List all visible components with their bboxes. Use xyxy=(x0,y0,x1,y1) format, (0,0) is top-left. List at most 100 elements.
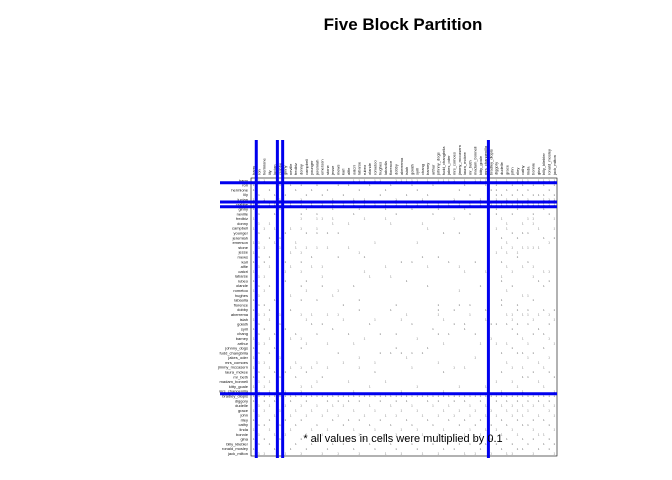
cell-value: 1 xyxy=(543,193,545,197)
cell-value: 1 xyxy=(332,327,334,331)
cell-value: 1 xyxy=(474,408,476,412)
cell-value: 1 xyxy=(480,198,482,202)
cell-value: 1 xyxy=(459,265,461,269)
column-label: olande xyxy=(367,162,372,175)
cell-value: 1 xyxy=(279,437,281,441)
cell-value: 1 xyxy=(548,356,550,360)
cell-value: 1 xyxy=(316,226,318,230)
cell-value: 1 xyxy=(554,404,556,408)
cell-value: 1 xyxy=(390,274,392,278)
cell-value: 1 xyxy=(300,452,302,456)
cell-value: 1 xyxy=(506,341,508,345)
cell-value: 1 xyxy=(511,231,513,235)
cell-value: 1 xyxy=(284,418,286,422)
cell-value: 1 xyxy=(511,346,513,350)
cell-value: 1 xyxy=(342,394,344,398)
cell-value: 1 xyxy=(253,298,255,302)
cell-value: 1 xyxy=(348,332,350,336)
cell-value: 1 xyxy=(306,432,308,436)
column-label: ginny xyxy=(283,165,288,175)
cell-value: 1 xyxy=(379,332,381,336)
cell-value: 1 xyxy=(469,404,471,408)
column-label: grace xyxy=(504,164,509,175)
cell-value: 1 xyxy=(437,202,439,206)
cell-value: 1 xyxy=(480,394,482,398)
row-label: chang xyxy=(237,331,248,336)
column-label: aberrema xyxy=(399,157,404,175)
cell-value: 1 xyxy=(532,394,534,398)
cell-value: 1 xyxy=(532,217,534,221)
cell-value: 1 xyxy=(258,274,260,278)
cell-value: 1 xyxy=(506,222,508,226)
cell-value: 1 xyxy=(279,322,281,326)
cell-value: 1 xyxy=(480,418,482,422)
cell-value: 1 xyxy=(337,289,339,293)
cell-value: 1 xyxy=(453,413,455,417)
cell-value: 1 xyxy=(506,178,508,182)
cell-value: 1 xyxy=(527,308,529,312)
cell-value: 1 xyxy=(284,269,286,273)
cell-value: 1 xyxy=(443,231,445,235)
cell-value: 1 xyxy=(511,442,513,446)
column-label: bradley_dlopis xyxy=(488,149,493,175)
cell-value: 1 xyxy=(522,365,524,369)
row-label: laura_mckee xyxy=(225,370,249,375)
cell-value: 1 xyxy=(459,289,461,293)
cell-value: 1 xyxy=(532,183,534,187)
cell-value: 1 xyxy=(327,246,329,250)
cell-value: 1 xyxy=(295,361,297,365)
cell-value: 1 xyxy=(306,413,308,417)
cell-value: 1 xyxy=(295,332,297,336)
row-label: labarse xyxy=(235,274,249,279)
row-label: bonnie xyxy=(236,432,249,437)
row-label: dobby xyxy=(237,307,248,312)
cell-value: 1 xyxy=(522,178,524,182)
cell-value: 1 xyxy=(390,308,392,312)
cell-value: 1 xyxy=(327,188,329,192)
cell-value: 1 xyxy=(353,408,355,412)
cell-value: 1 xyxy=(358,356,360,360)
cell-value: 1 xyxy=(485,428,487,432)
column-label: alfie xyxy=(346,167,351,175)
cell-value: 1 xyxy=(342,193,344,197)
cell-value: 1 xyxy=(453,308,455,312)
cell-value: 1 xyxy=(532,332,534,336)
cell-value: 1 xyxy=(437,308,439,312)
column-label: younger xyxy=(309,160,314,175)
cell-value: 1 xyxy=(401,178,403,182)
cell-value: 1 xyxy=(258,241,260,245)
row-label: oatcri xyxy=(238,269,248,274)
cell-value: 1 xyxy=(453,322,455,326)
matrix-cells: 1 1 1 1 1 1 1 1 1 1 1 1 1 1 1 1 1 1 1 1 1 1 1 1 1 1 1 1 1 11 1 1 1 1 1 1 1 1 1… xyxy=(253,178,556,455)
cell-value: 1 xyxy=(427,226,429,230)
column-label: diggory xyxy=(494,162,499,175)
cell-value: 1 xyxy=(358,418,360,422)
cell-value: 1 xyxy=(432,423,434,427)
cell-value: 1 xyxy=(263,198,265,202)
cell-value: 1 xyxy=(358,250,360,254)
matrix-frame xyxy=(250,177,558,457)
cell-value: 1 xyxy=(284,452,286,456)
cell-value: 1 xyxy=(284,231,286,235)
cell-value: 1 xyxy=(311,265,313,269)
cell-value: 1 xyxy=(306,317,308,321)
cell-value: 1 xyxy=(369,274,371,278)
row-label: jeremiah xyxy=(232,235,248,240)
cell-value: 1 xyxy=(495,428,497,432)
cell-value: 1 xyxy=(395,413,397,417)
cell-value: 1 xyxy=(495,413,497,417)
cell-value: 1 xyxy=(427,265,429,269)
cell-value: 1 xyxy=(532,274,534,278)
cell-value: 1 xyxy=(485,394,487,398)
cell-value: 1 xyxy=(348,222,350,226)
cell-value: 1 xyxy=(316,217,318,221)
cell-value: 1 xyxy=(532,246,534,250)
cell-value: 1 xyxy=(538,413,540,417)
cell-value: 1 xyxy=(406,193,408,197)
cell-value: 1 xyxy=(527,399,529,403)
cell-value: 1 xyxy=(474,356,476,360)
cell-value: 1 xyxy=(437,432,439,436)
cell-value: 1 xyxy=(395,332,397,336)
cell-value: 1 xyxy=(332,202,334,206)
cell-value: 1 xyxy=(501,217,503,221)
